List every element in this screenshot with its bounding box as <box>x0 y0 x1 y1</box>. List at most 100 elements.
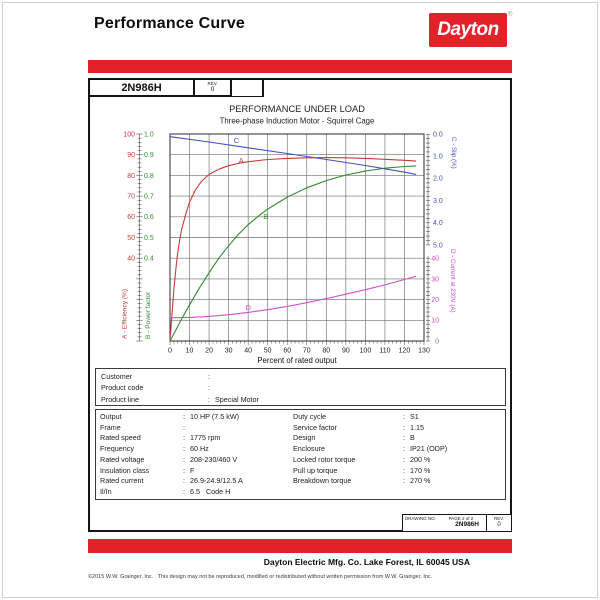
colon: : <box>183 412 185 421</box>
axis-power-factor-tick: 0.5 <box>144 235 154 242</box>
series-B-curve <box>169 165 417 342</box>
spec-row-value: 10 HP (7.5 kW) <box>190 412 239 421</box>
series-C-curve <box>169 136 417 175</box>
performance-chart: PERFORMANCE UNDER LOAD Three-phase Induct… <box>88 94 512 366</box>
rev-label: REV. <box>207 80 218 86</box>
curve-label-B: B <box>263 212 268 221</box>
axis-current-tick: 20 <box>431 297 439 304</box>
spec-row: Il/In:6.5 Code H <box>100 487 290 498</box>
spec-row-label: Service factor <box>293 422 337 432</box>
colon: : <box>403 422 405 432</box>
customer-row-value: Special Motor <box>215 394 259 404</box>
axis-current-tick: 10 <box>431 318 439 325</box>
colon: : <box>403 454 405 464</box>
red-divider-top <box>88 60 512 73</box>
x-tick-label: 60 <box>283 348 291 355</box>
axis-title-slip: C - Slip (%) <box>450 137 457 169</box>
customer-row: Product line: Special Motor <box>101 394 505 405</box>
spec-row: Pull up torque:170 % <box>293 466 503 477</box>
customer-row: Customer: <box>101 371 505 382</box>
spec-row-label: Duty cycle <box>293 412 327 421</box>
spec-row-value: 1775 rpm <box>190 433 221 443</box>
x-tick-label: 90 <box>342 348 350 355</box>
spec-row-value: 270 % <box>410 476 431 486</box>
spec-row-label: Rated current <box>100 476 144 486</box>
dayton-logo: Dayton <box>429 13 507 47</box>
axis-efficiency-tick: 90 <box>127 152 135 159</box>
drawing-rev-cell: REV. 0 <box>486 515 511 531</box>
drawing-no-label: DRAWING NO. <box>405 516 436 521</box>
spec-row: Frame: <box>100 423 290 434</box>
chart-grid <box>170 134 424 341</box>
axis-title-power-factor: B - Power factor <box>145 291 152 339</box>
x-axis-ticks <box>169 341 425 345</box>
axis-slip-tick: 2.0 <box>433 176 443 183</box>
customer-row-label: Product code <box>101 383 144 393</box>
drawing-rev-value: 0 <box>497 522 501 528</box>
axis-slip: 0.0 1.0 2.0 3.0 4.0 5.0 C - Slip (%) <box>433 131 457 249</box>
copyright-line: ©2015 W.W. Grainger, Inc. This design ma… <box>88 574 433 580</box>
curve-label-C: C <box>234 136 240 145</box>
x-tick-label: 10 <box>186 348 194 355</box>
spec-row: Design: B <box>293 433 503 444</box>
spec-row-label: Pull up torque <box>293 465 338 475</box>
x-tick-label: 70 <box>303 348 311 355</box>
spec-row-label: Breakdown torque <box>293 476 352 486</box>
curve-label-D: D <box>245 303 251 312</box>
spec-row: Output:10 HP (7.5 kW) <box>100 412 290 423</box>
spec-row-value: F <box>190 465 195 475</box>
colon: : <box>183 486 185 496</box>
drawing-block-header: DRAWING NO. PAGE 2 of 2 <box>403 516 486 521</box>
colon: : <box>183 422 185 432</box>
curve-label-A: A <box>239 156 244 165</box>
specs-column-left: Output:10 HP (7.5 kW) Frame: Rated speed:1… <box>100 412 290 498</box>
part-number: 2N986H <box>121 81 162 94</box>
spec-row-value: 1.15 <box>410 422 424 432</box>
axis-power-factor-tick: 0.6 <box>144 214 154 221</box>
spec-row-value: 26.9-24.9/12.5 A <box>190 476 243 486</box>
axis-power-factor-tick: 0.4 <box>144 256 154 263</box>
spec-row-label: Rated speed <box>100 433 141 443</box>
spec-row: Breakdown torque:270 % <box>293 476 503 487</box>
axis-slip-tick: 1.0 <box>433 154 443 161</box>
drawing-number-cell: DRAWING NO. PAGE 2 of 2 2N986H <box>403 515 486 531</box>
rev-box: REV. 0 <box>193 78 232 97</box>
page-title: Performance Curve <box>94 15 246 32</box>
series-D-curve <box>169 275 417 319</box>
spec-row: Rated speed:1775 rpm <box>100 433 290 444</box>
spec-row: Duty cycle: S1 <box>293 412 503 423</box>
axis-current-tick: 30 <box>431 276 439 283</box>
spec-row-value: 60 Hz <box>190 444 209 454</box>
colon: : <box>403 444 405 454</box>
colon: : <box>183 454 185 464</box>
chart-subtitle: Three-phase Induction Motor - Squirrel C… <box>220 117 375 126</box>
drawing-number-block: DRAWING NO. PAGE 2 of 2 2N986H REV. 0 <box>402 514 512 532</box>
customer-box: Customer: Product code: Product line: Speci… <box>95 368 506 406</box>
spec-row-label: Locked rotor torque <box>293 454 356 464</box>
drawing-number: 2N986H <box>455 521 479 528</box>
spec-row-value: IP21 (ODP) <box>410 444 448 454</box>
x-tick-label: 40 <box>244 348 252 355</box>
spec-row-label: Design <box>293 433 316 443</box>
dayton-logo-text: Dayton <box>437 19 499 40</box>
spec-row-value: S1 <box>410 412 419 421</box>
x-tick-label: 130 <box>418 348 430 355</box>
axis-efficiency-tick: 80 <box>127 173 135 180</box>
red-divider-bottom <box>88 539 512 553</box>
company-address: Dayton Electric Mfg. Co. Lake Forest, IL… <box>263 557 470 567</box>
customer-row-label: Customer <box>101 372 133 381</box>
colon: : <box>403 465 405 475</box>
left-axis-ruler <box>136 133 143 342</box>
spec-row-value: B <box>410 433 415 443</box>
part-number-box: 2N986H <box>88 78 195 97</box>
axis-efficiency-tick: 50 <box>127 235 135 242</box>
axis-power-factor-tick: 1.0 <box>144 131 154 138</box>
axis-current-tick: 40 <box>431 256 439 263</box>
spec-row: Rated voltage:208-230/460 V <box>100 455 290 466</box>
spec-row: Frequency:60 Hz <box>100 444 290 455</box>
axis-efficiency-tick: 70 <box>127 194 135 201</box>
axis-efficiency-tick: 60 <box>127 214 135 221</box>
colon: : <box>208 394 210 404</box>
spec-row: Locked rotor torque:200 % <box>293 455 503 466</box>
